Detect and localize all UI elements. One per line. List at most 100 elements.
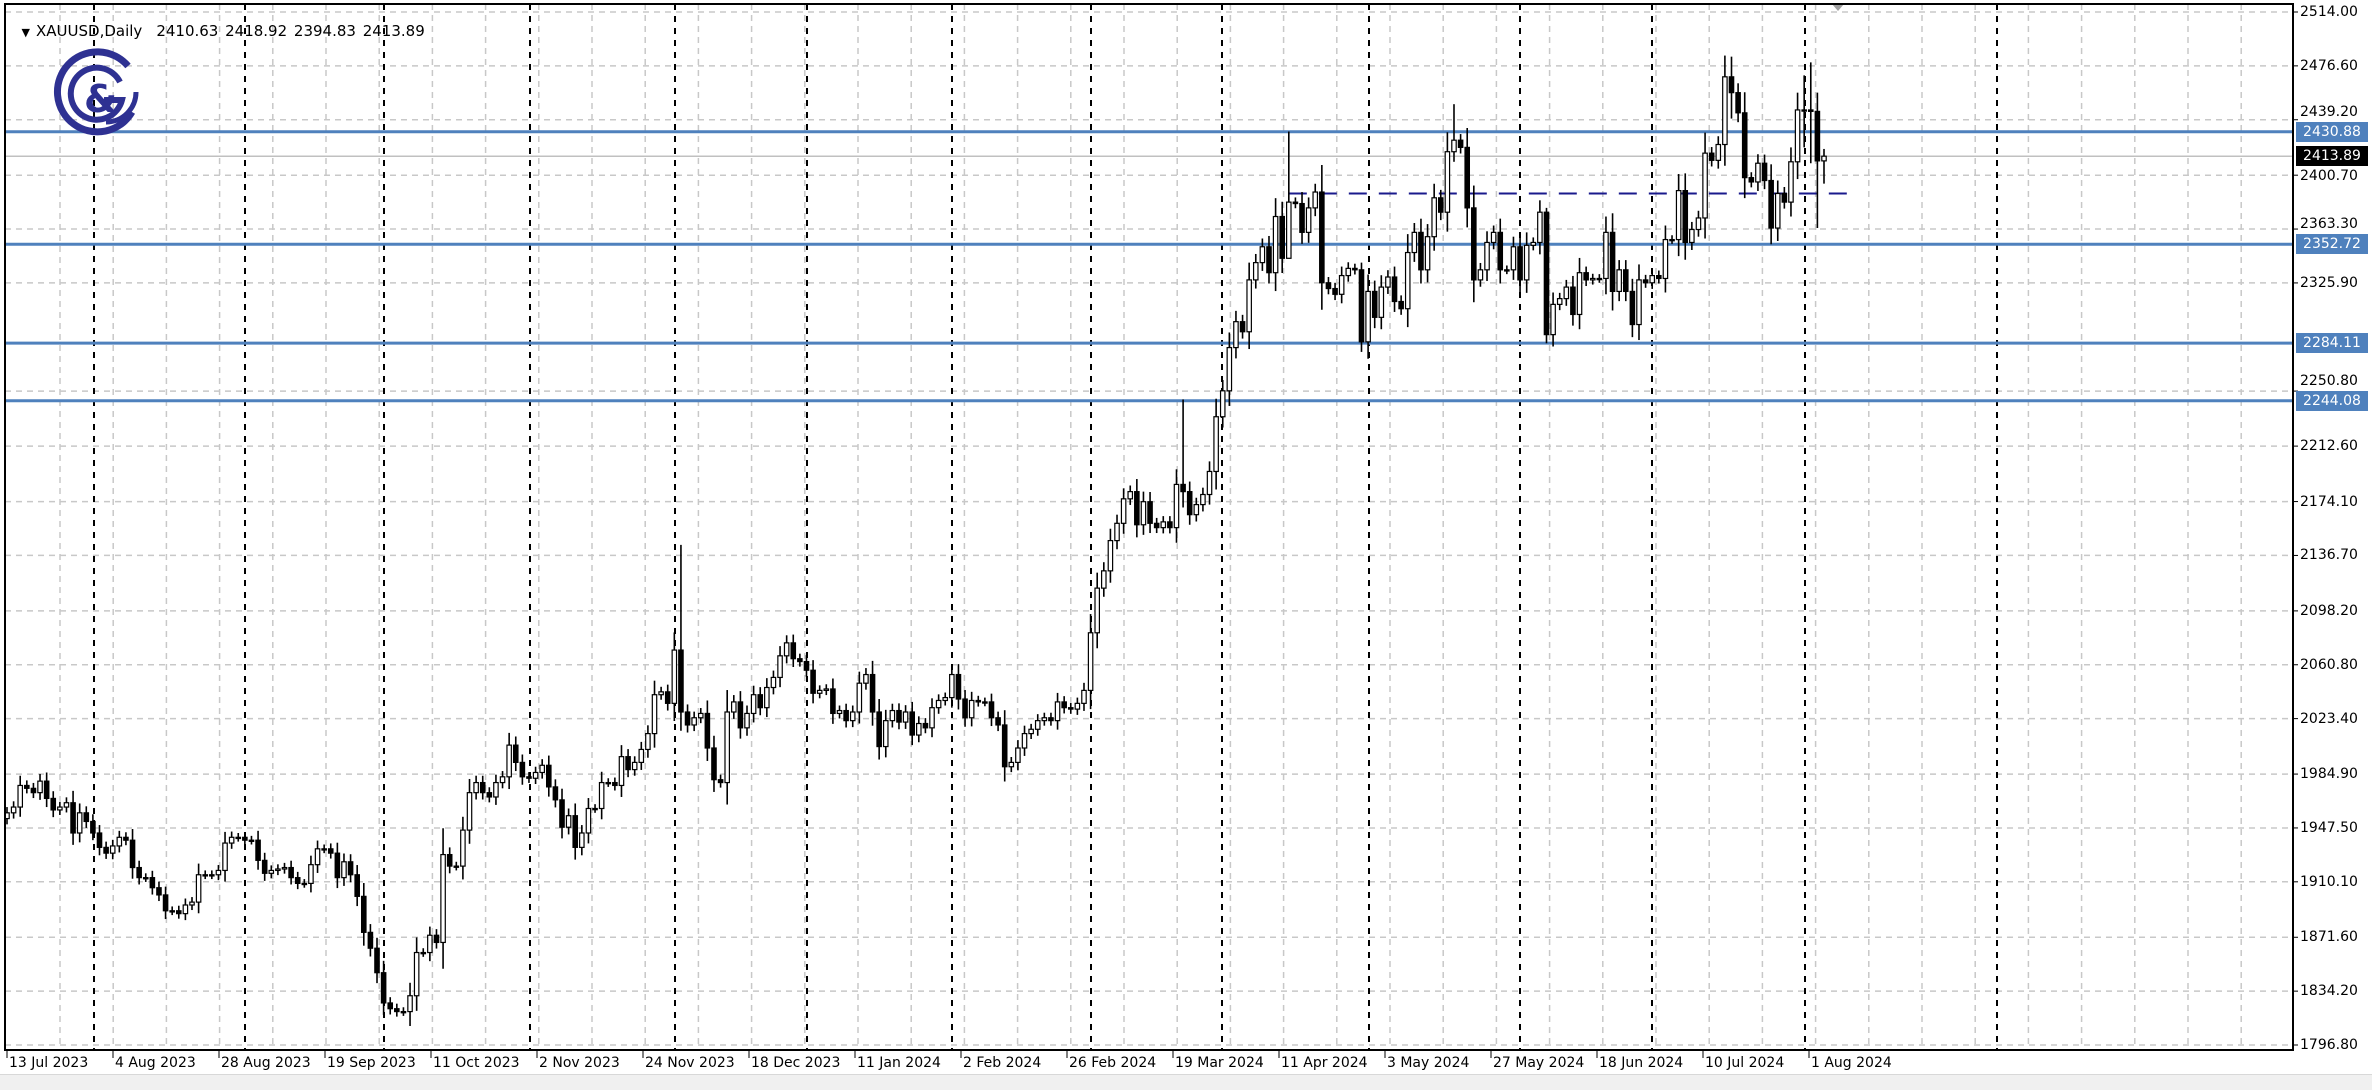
- candle: [922, 718, 929, 734]
- candle-body-bull: [1365, 290, 1371, 343]
- bottom-scrollbar[interactable]: [0, 1074, 2372, 1090]
- candle-body-bear: [1570, 286, 1576, 316]
- candle: [1576, 257, 1583, 330]
- candle-body-bull: [585, 807, 592, 834]
- candle: [658, 686, 664, 700]
- candle-body-bull: [1510, 246, 1517, 271]
- candle: [982, 697, 988, 707]
- candle-body-bull: [189, 901, 195, 906]
- triangle-down-icon[interactable]: ▼: [21, 26, 31, 39]
- date-label: 11 Oct 2023: [433, 1055, 520, 1071]
- candle: [440, 828, 446, 969]
- candle-body-bull: [1636, 279, 1642, 326]
- candle: [750, 685, 757, 723]
- candle: [1193, 497, 1200, 522]
- candle-body-bear: [129, 839, 136, 869]
- candle: [724, 690, 730, 805]
- candle: [1279, 201, 1286, 274]
- candle: [321, 844, 327, 854]
- candle-body-bull: [849, 711, 856, 722]
- candle-body-bull: [407, 995, 413, 1013]
- candle: [1794, 92, 1801, 180]
- candle-body-bull: [1226, 346, 1233, 392]
- candle: [70, 790, 76, 845]
- candle: [1378, 275, 1385, 330]
- candle-body-bull: [202, 874, 209, 877]
- candle: [1120, 488, 1127, 534]
- candle-body-bear: [1239, 321, 1246, 333]
- logo-inner-arc: [67, 64, 126, 123]
- candle-body-bull: [882, 720, 889, 748]
- candle-body-bull: [209, 874, 215, 877]
- candle-body-bear: [347, 861, 354, 876]
- candle-body-bear: [678, 649, 684, 713]
- candle: [598, 771, 605, 820]
- candle: [823, 684, 830, 696]
- candle-body-bull: [222, 842, 228, 872]
- candle: [664, 684, 671, 711]
- candle-body-bull: [697, 712, 704, 719]
- candle-body-bear: [486, 792, 493, 798]
- candle: [995, 711, 1001, 732]
- candle: [1543, 207, 1550, 344]
- candle: [1200, 487, 1206, 512]
- chart-shift-marker-icon[interactable]: [1832, 4, 1844, 11]
- candle: [935, 694, 942, 714]
- candle-body-bear: [1332, 287, 1338, 295]
- current-price-badge: 2413.89: [2296, 146, 2368, 167]
- candle-body-bear: [1153, 522, 1160, 529]
- candle-body-bull: [63, 802, 70, 808]
- candle: [1616, 260, 1622, 302]
- date-label: 18 Jun 2024: [1599, 1055, 1684, 1071]
- date-label: 11 Apr 2024: [1281, 1055, 1368, 1071]
- candle-body-bear: [394, 1008, 400, 1013]
- price-label: 1871.60: [2300, 929, 2358, 946]
- candle: [1675, 174, 1682, 257]
- candle: [545, 755, 552, 797]
- level-price-badge: 2430.88: [2296, 121, 2368, 142]
- candle: [1689, 221, 1695, 251]
- candle: [1067, 702, 1074, 714]
- candle: [123, 832, 129, 846]
- candle-body-bull: [1722, 76, 1728, 146]
- candle: [1589, 273, 1596, 285]
- candle: [1246, 262, 1252, 350]
- candle-body-bear: [70, 802, 76, 834]
- candle: [189, 897, 195, 911]
- candle-body-bull: [1675, 190, 1682, 241]
- candle: [605, 778, 612, 787]
- candle: [314, 840, 321, 873]
- candle-body-bear: [261, 859, 268, 874]
- candle: [552, 779, 559, 808]
- candle: [863, 668, 869, 690]
- candle-body-bull: [1451, 139, 1457, 153]
- horizontal-levels[interactable]: [5, 130, 2293, 403]
- candle: [1424, 224, 1431, 283]
- candle: [1008, 757, 1015, 773]
- candle-body-bull: [1794, 109, 1801, 163]
- candle-body-bull: [281, 866, 288, 870]
- candle: [711, 735, 717, 792]
- candle: [1563, 279, 1570, 306]
- candle: [334, 842, 341, 889]
- price-label: 2514.00: [2300, 4, 2358, 20]
- candle-body-bull: [109, 845, 116, 854]
- candle-body-bull: [770, 676, 777, 689]
- candle: [341, 853, 347, 886]
- candle-body-bear: [1325, 282, 1332, 290]
- candle-body-bull: [427, 934, 433, 954]
- candle: [697, 708, 704, 724]
- candle-body-bull: [1312, 191, 1319, 209]
- candle-body-bear: [909, 711, 915, 736]
- logo-g-arc: [105, 91, 139, 125]
- candle-body-bear: [1814, 110, 1821, 162]
- candle: [1352, 263, 1358, 275]
- candle-body-bull: [565, 815, 572, 828]
- candle-body-bull: [453, 865, 460, 868]
- candle: [486, 787, 493, 803]
- candle-body-bull: [275, 868, 281, 872]
- price-label: 1834.20: [2300, 983, 2358, 1000]
- candle-body-bull: [1008, 761, 1015, 768]
- candle-body-bull: [169, 910, 175, 913]
